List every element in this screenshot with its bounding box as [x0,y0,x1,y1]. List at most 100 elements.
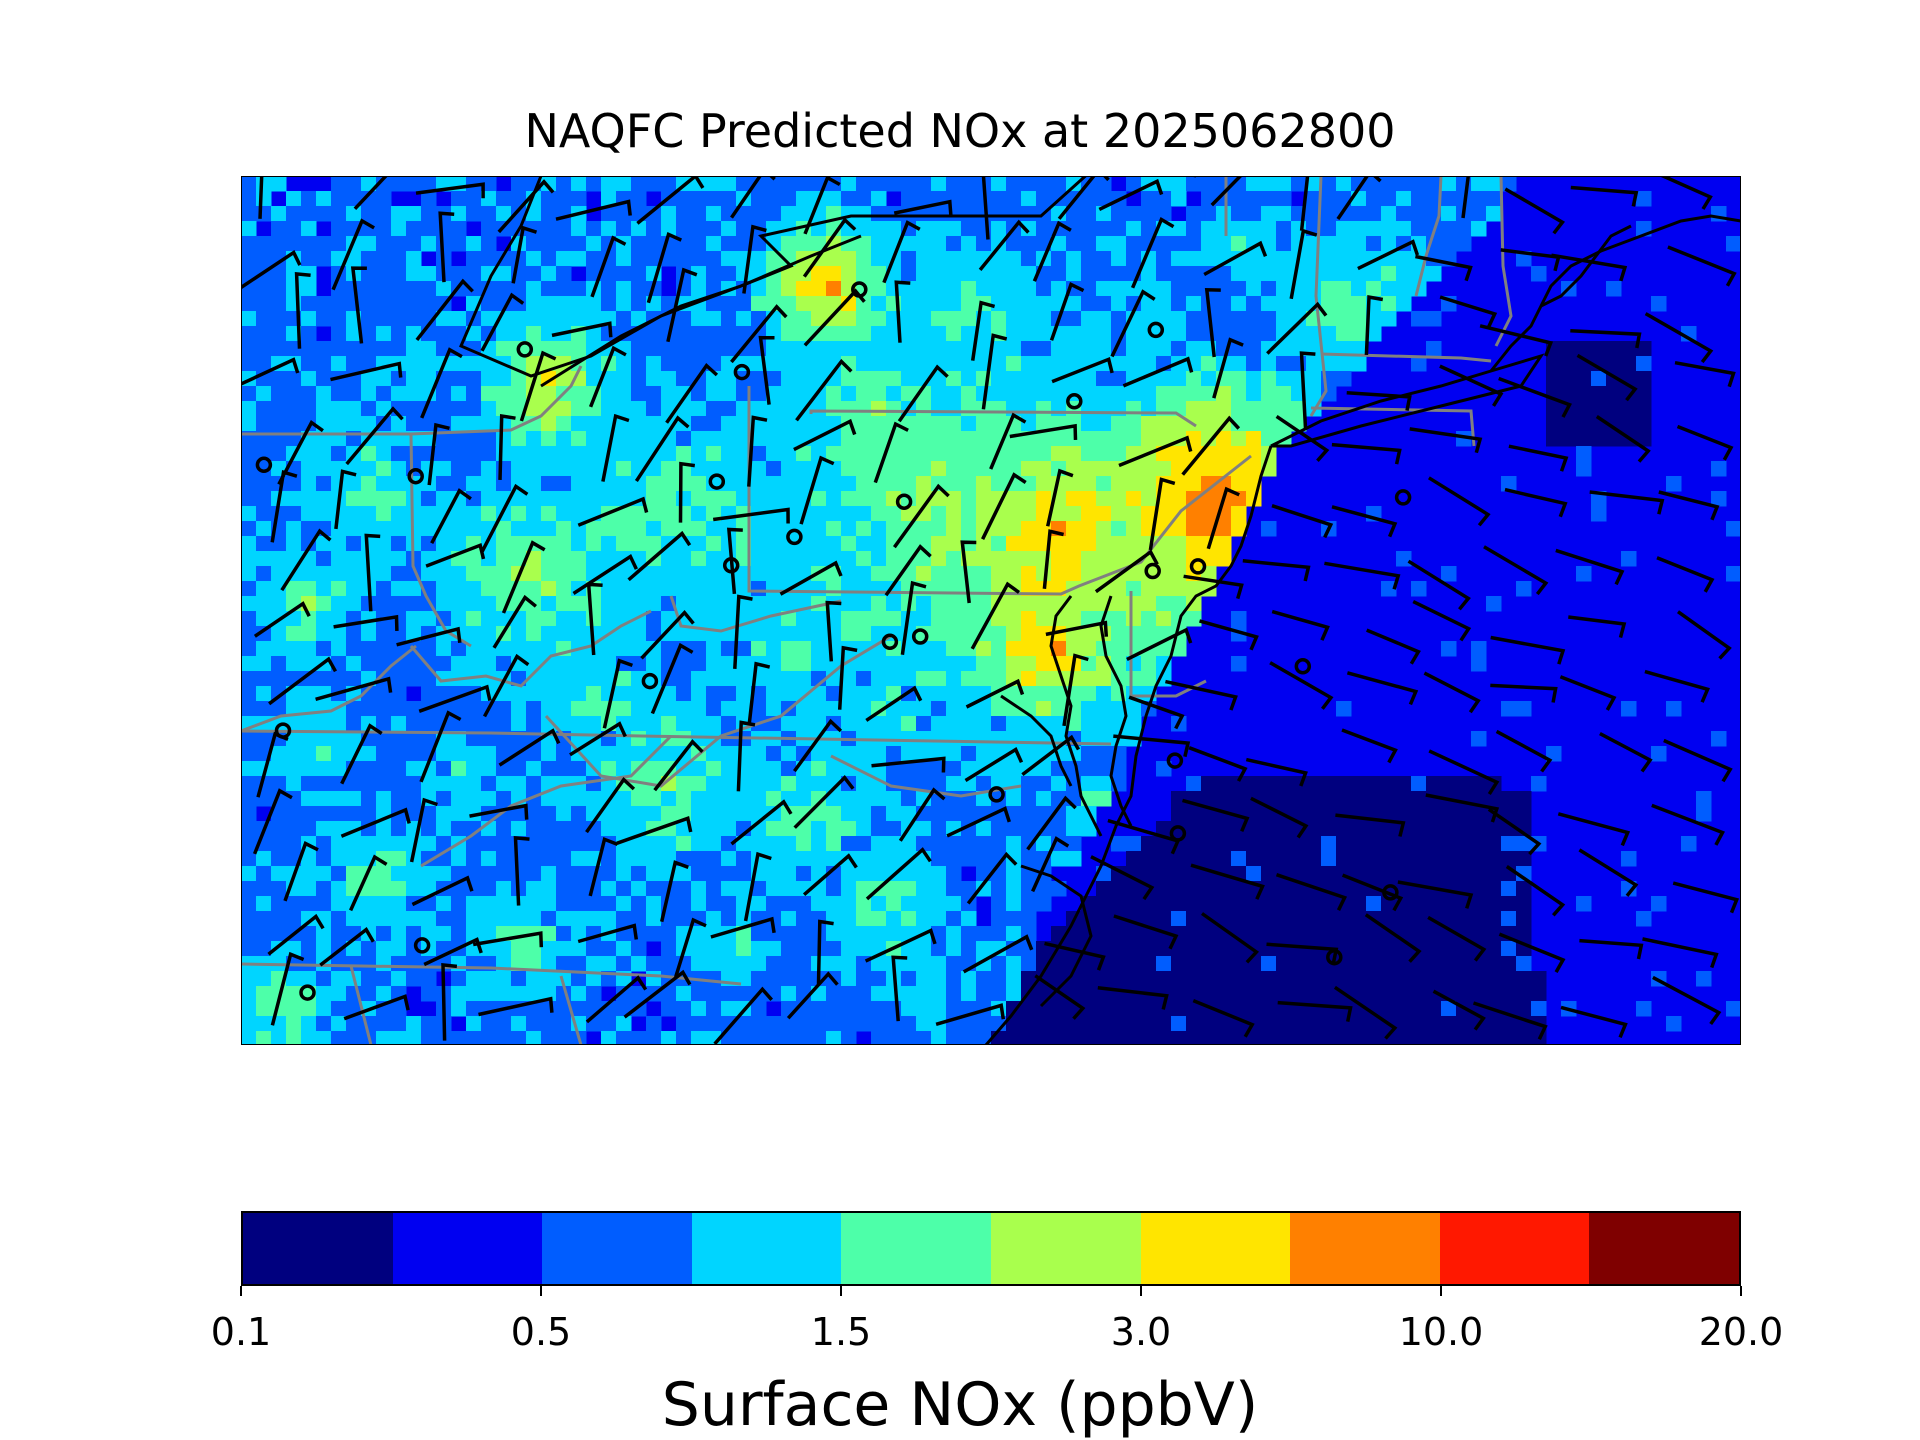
concentration-cell [271,581,287,597]
concentration-cell [1336,236,1352,252]
concentration-cell [1336,176,1352,192]
concentration-cell [781,341,797,357]
concentration-cell [1036,671,1052,687]
concentration-cell [916,746,932,762]
wind-barb [1407,559,1471,611]
concentration-cell [1201,1016,1217,1032]
concentration-cell [481,656,497,672]
concentration-cell [1006,281,1022,297]
concentration-cell [541,386,557,402]
concentration-cell [241,326,257,342]
concentration-cell [286,656,302,672]
concentration-cell [766,596,782,612]
concentration-cell [1246,911,1262,927]
concentration-cell [496,776,512,792]
concentration-cell [391,281,407,297]
concentration-cell [466,386,482,402]
concentration-cell [1516,1001,1532,1017]
wind-barb [978,219,1030,272]
concentration-cell [1216,236,1232,252]
wind-barb [1062,653,1089,727]
concentration-cell [691,791,707,807]
concentration-cell [466,281,482,297]
concentration-cell [1186,1031,1202,1045]
concentration-cell [736,176,752,192]
concentration-cell [811,551,827,567]
concentration-cell [256,296,272,312]
concentration-cell [271,596,287,612]
concentration-cell [1051,446,1067,462]
concentration-cell [871,251,887,267]
concentration-cell [1666,1016,1682,1032]
concentration-cell [406,956,422,972]
concentration-cell [496,401,512,417]
concentration-cell [886,476,902,492]
wind-barb [1165,679,1238,711]
wind-barb [1128,695,1185,730]
concentration-cell [1156,341,1172,357]
concentration-cell [691,761,707,777]
concentration-cell [1186,611,1202,627]
concentration-cell [271,641,287,657]
wind-barb [1663,738,1733,783]
concentration-cell [466,446,482,462]
concentration-cell [1141,896,1157,912]
concentration-cell [451,446,467,462]
concentration-cell [271,206,287,222]
concentration-cell [346,506,362,522]
concentration-cell [346,716,362,732]
concentration-cell [526,851,542,867]
concentration-cell [346,551,362,567]
concentration-cell [526,476,542,492]
wind-barb [423,937,483,967]
concentration-cell [601,611,617,627]
concentration-cell [1006,356,1022,372]
concentration-cell [1201,251,1217,267]
concentration-cell [1111,926,1127,942]
concentration-cell [1411,821,1427,837]
concentration-cell [871,296,887,312]
wind-barb [1032,220,1072,282]
concentration-cell [646,851,662,867]
concentration-cell [1036,281,1052,297]
concentration-cell [1231,851,1247,867]
concentration-cell [721,1016,737,1032]
concentration-cell [481,1031,497,1045]
wind-barb [241,357,300,386]
concentration-cell [991,176,1007,192]
concentration-cell [1381,866,1397,882]
concentration-cell [721,896,737,912]
colorbar-swatch [542,1213,692,1284]
concentration-cell [556,596,572,612]
concentration-cell [1261,431,1277,447]
concentration-cell [976,656,992,672]
concentration-cell [496,836,512,852]
concentration-cell [451,716,467,732]
concentration-cell [841,311,857,327]
wind-barb [1009,423,1078,440]
concentration-cell [1096,1016,1112,1032]
concentration-cell [721,686,737,702]
concentration-cell [931,596,947,612]
concentration-cell [1276,341,1292,357]
concentration-cell [1156,386,1172,402]
concentration-cell [856,431,872,447]
concentration-cell [391,821,407,837]
concentration-cell [496,746,512,762]
concentration-cell [616,746,632,762]
concentration-cell [826,446,842,462]
concentration-cell [1111,281,1127,297]
concentration-cell [361,971,377,987]
concentration-cell [691,191,707,207]
wind-barb [577,496,649,527]
concentration-cell [406,371,422,387]
concentration-cell [451,431,467,447]
concentration-cell [1261,836,1277,852]
concentration-cell [1276,821,1292,837]
concentration-cell [661,851,677,867]
wind-barb [1034,974,1086,1020]
concentration-cell [316,926,332,942]
concentration-cell [1501,971,1517,987]
concentration-cell [1231,311,1247,327]
concentration-cell [1081,206,1097,222]
